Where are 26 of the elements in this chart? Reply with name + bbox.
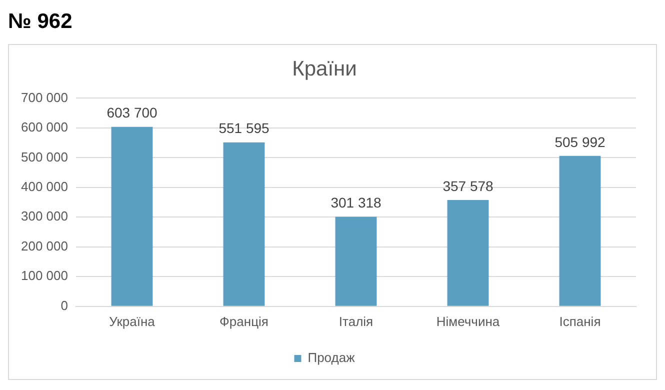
y-tick-label: 700 000 [20, 90, 68, 105]
x-tick-label: Україна [109, 314, 156, 329]
data-label: 357 578 [442, 178, 494, 194]
data-label: 301 318 [330, 194, 382, 211]
y-tick-label: 100 000 [20, 268, 68, 284]
x-tick-label: Німеччина [436, 314, 500, 329]
legend-label: Продаж [308, 350, 356, 366]
bar [335, 216, 377, 306]
y-tick-label: 300 000 [20, 208, 68, 224]
y-tick-label: 200 000 [20, 238, 68, 254]
y-tick-label: 600 000 [20, 120, 68, 135]
data-label: 505 992 [554, 134, 606, 150]
chart-title: Країни [292, 57, 357, 80]
y-tick-label: 0 [60, 298, 68, 313]
y-tick-label: 400 000 [20, 179, 68, 194]
bar [111, 126, 153, 306]
data-label: 551 595 [218, 120, 270, 136]
x-tick-label: Франція [220, 314, 268, 329]
bar [447, 200, 489, 306]
y-tick-label: 500 000 [20, 149, 68, 164]
bar [223, 142, 265, 306]
text: № 962 [8, 9, 74, 35]
x-tick-label: Італія [338, 314, 374, 329]
x-tick-label: Іспанія [559, 314, 601, 329]
data-label: 603 700 [106, 104, 158, 121]
bar [559, 156, 601, 306]
